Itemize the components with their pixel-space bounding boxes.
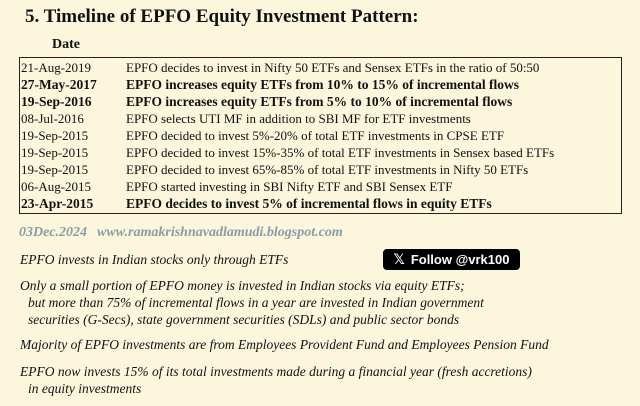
- page-title: 5. Timeline of EPFO Equity Investment Pa…: [25, 6, 419, 27]
- timeline-date: 23-Apr-2015: [21, 196, 94, 211]
- timeline-date: 19-Sep-2015: [21, 128, 89, 143]
- timeline-event: EPFO decided to invest 65%-85% of total …: [126, 162, 529, 177]
- timeline-event: EPFO started investing in SBI Nifty ETF …: [126, 179, 453, 194]
- timeline-date: 19-Sep-2015: [21, 145, 89, 160]
- note-line: in equity investments: [28, 381, 142, 396]
- timeline-date: 08-Jul-2016: [21, 111, 84, 126]
- note-small-portion: Only a small portion of EPFO money is in…: [20, 277, 484, 328]
- timeline-date: 19-Sep-2016: [21, 94, 92, 109]
- x-follow-button[interactable]: 𝕏 Follow @vrk100: [383, 249, 520, 270]
- timeline-event: EPFO decided to invest 5%-20% of total E…: [126, 128, 505, 143]
- timeline-event: EPFO increases equity ETFs from 5% to 10…: [126, 94, 513, 109]
- timeline-event: EPFO decides to invest 5% of incremental…: [126, 196, 492, 211]
- timeline-date: 19-Sep-2015: [21, 162, 89, 177]
- note-majority: Majority of EPFO investments are from Em…: [20, 337, 549, 352]
- timeline-date: 27-May-2017: [21, 77, 97, 92]
- note-line: EPFO now invests 15% of its total invest…: [20, 364, 532, 379]
- credit-line: 03Dec.2024 www.ramakrishnavadlamudi.blogs…: [19, 225, 343, 241]
- timeline-event: EPFO decided to invest 15%-35% of total …: [126, 145, 555, 160]
- credit-date: 03Dec.2024: [19, 225, 88, 240]
- note-line: securities (G-Secs), state government se…: [28, 312, 460, 327]
- timeline-date: 06-Aug-2015: [21, 179, 92, 194]
- note-line: but more than 75% of incremental flows i…: [28, 295, 484, 310]
- timeline-date: 21-Aug-2019: [21, 60, 92, 75]
- note-line: Only a small portion of EPFO money is in…: [20, 278, 465, 293]
- note-fifteen-percent: EPFO now invests 15% of its total invest…: [20, 363, 532, 397]
- timeline-event: EPFO decides to invest in Nifty 50 ETFs …: [126, 60, 540, 75]
- x-follow-label: Follow @vrk100: [410, 252, 510, 267]
- x-logo-icon: 𝕏: [393, 251, 405, 267]
- blog-url[interactable]: www.ramakrishnavadlamudi.blogspot.com: [97, 225, 343, 240]
- timeline-event: EPFO selects UTI MF in addition to SBI M…: [126, 111, 471, 126]
- timeline-event: EPFO increases equity ETFs from 10% to 1…: [126, 77, 519, 92]
- timeline-table: 21-Aug-2019 EPFO decides to invest in Ni…: [19, 57, 622, 214]
- note-etf-only: EPFO invests in Indian stocks only throu…: [20, 252, 289, 267]
- date-column-header: Date: [52, 37, 80, 52]
